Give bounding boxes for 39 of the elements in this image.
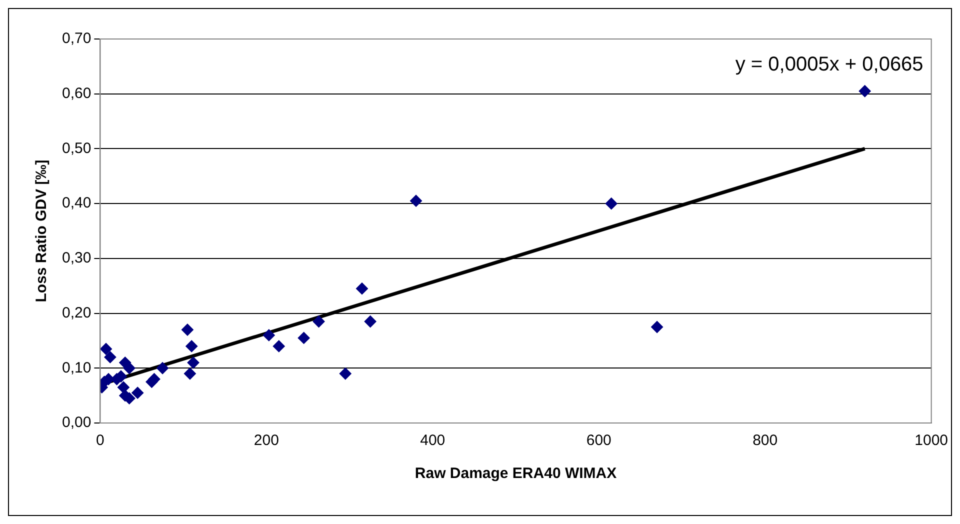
point bbox=[262, 329, 275, 342]
x-tick-label: 600 bbox=[586, 432, 612, 450]
point bbox=[605, 198, 618, 210]
x-axis-title: Raw Damage ERA40 WIMAX bbox=[414, 465, 617, 482]
x-tick-label: 800 bbox=[752, 432, 778, 450]
x-tick-label: 400 bbox=[420, 432, 446, 450]
point bbox=[410, 194, 422, 207]
point bbox=[356, 282, 368, 295]
y-tick-label: 0,70 bbox=[62, 30, 92, 48]
point bbox=[117, 381, 130, 394]
y-tick-label: 0,10 bbox=[62, 359, 92, 376]
y-tick-label: 0,60 bbox=[62, 85, 92, 102]
point bbox=[148, 373, 160, 386]
point bbox=[186, 340, 198, 352]
point bbox=[123, 362, 136, 374]
x-tick-label: 0 bbox=[96, 432, 104, 450]
point bbox=[651, 321, 664, 333]
y-tick-label: 0,40 bbox=[62, 194, 92, 212]
x-tick-label: 200 bbox=[254, 432, 279, 450]
y-tick-label: 0,20 bbox=[62, 304, 92, 322]
point bbox=[364, 316, 376, 328]
x-tick-label: 1000 bbox=[914, 432, 948, 450]
point bbox=[184, 368, 196, 380]
point bbox=[312, 316, 325, 328]
point bbox=[858, 85, 871, 98]
point bbox=[272, 340, 285, 352]
point bbox=[298, 332, 310, 344]
point bbox=[104, 351, 116, 364]
point bbox=[181, 324, 194, 336]
annotation: y = 0,0005x + 0,0665 bbox=[735, 54, 924, 76]
point bbox=[187, 356, 200, 369]
y-tick-label: 0,00 bbox=[62, 414, 92, 432]
y-tick-label: 0,50 bbox=[62, 140, 92, 157]
point bbox=[156, 362, 169, 374]
y-tick-label: 0,30 bbox=[62, 250, 92, 267]
point bbox=[100, 342, 112, 355]
point bbox=[339, 368, 352, 380]
point bbox=[132, 386, 144, 399]
y-axis-title: Loss Ratio GDV [‰] bbox=[33, 160, 50, 302]
